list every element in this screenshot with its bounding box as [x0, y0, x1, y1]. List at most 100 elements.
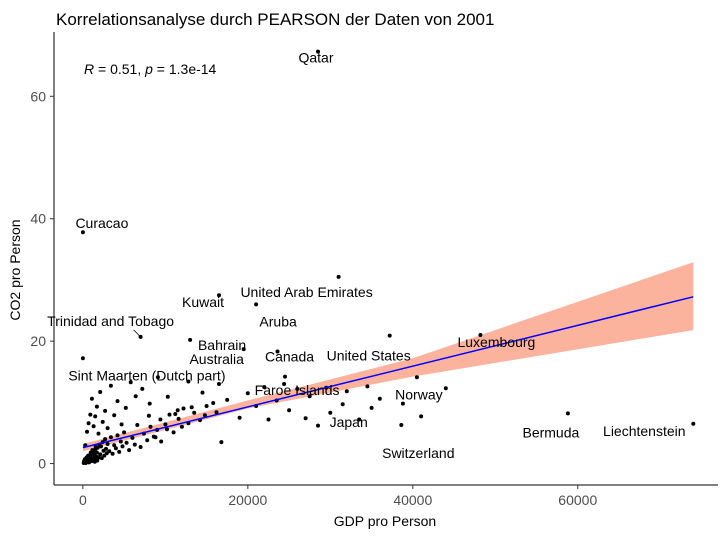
data-point — [112, 413, 117, 418]
confidence-band — [82, 262, 694, 452]
data-point — [275, 349, 280, 354]
data-point — [287, 408, 292, 413]
data-point — [138, 334, 143, 339]
data-point — [565, 411, 570, 416]
data-point — [94, 404, 99, 409]
data-point — [303, 416, 308, 421]
data-point — [211, 401, 216, 405]
point-label: Luxembourg — [457, 334, 535, 350]
data-point — [336, 274, 341, 279]
data-point — [165, 427, 169, 432]
data-point — [100, 419, 105, 424]
data-point — [414, 375, 419, 380]
data-point — [107, 449, 112, 454]
data-point — [118, 439, 123, 444]
data-point — [124, 440, 129, 445]
data-point — [202, 413, 207, 418]
point-label: Bahrain — [198, 337, 246, 353]
data-point — [127, 448, 132, 453]
data-point — [691, 421, 696, 426]
data-point — [171, 430, 176, 435]
regression-line-layer — [82, 296, 694, 449]
plot-area — [54, 32, 718, 485]
data-point — [146, 413, 151, 418]
data-point — [122, 430, 127, 435]
data-point — [328, 410, 333, 415]
data-point — [245, 391, 250, 396]
point-label: Canada — [265, 349, 314, 365]
point-label: Sint Maarten (Dutch part) — [68, 367, 225, 383]
data-point — [254, 302, 259, 307]
data-point — [175, 408, 180, 413]
data-point — [105, 426, 110, 431]
chart-title: Korrelationsanalyse durch PEARSON der Da… — [56, 10, 494, 29]
x-tick-label: 40000 — [393, 492, 432, 508]
data-point — [94, 450, 99, 455]
data-point — [158, 417, 163, 422]
data-point — [204, 404, 209, 408]
point-label: Bermuda — [522, 424, 579, 440]
points-layer — [80, 49, 696, 465]
data-point — [85, 429, 89, 434]
data-point — [86, 421, 91, 426]
data-point — [219, 440, 224, 445]
data-point — [128, 380, 133, 385]
data-point — [200, 390, 205, 395]
data-point — [104, 446, 108, 451]
data-point — [94, 454, 99, 459]
data-point — [214, 410, 219, 415]
data-point — [89, 396, 94, 401]
data-point — [283, 374, 287, 379]
label-leader-line — [133, 329, 140, 337]
data-point — [179, 424, 184, 429]
data-point — [120, 444, 125, 449]
data-point — [181, 406, 186, 411]
data-point — [93, 414, 98, 419]
data-point — [86, 453, 91, 458]
data-point — [365, 384, 370, 389]
correlation-annotation-part: R — [84, 61, 94, 77]
x-tick-label: 0 — [79, 492, 87, 508]
data-point — [192, 410, 197, 415]
data-point — [110, 451, 115, 456]
data-point — [148, 424, 153, 429]
plot-background — [54, 32, 718, 485]
data-point — [92, 452, 96, 457]
data-point — [115, 433, 120, 438]
data-point — [282, 382, 287, 386]
data-point — [387, 333, 392, 338]
point-label: Switzerland — [382, 445, 454, 461]
data-point — [91, 456, 96, 461]
point-labels-layer: Qatar Curacao United Arab Emirates Kuwait Ar… — [47, 50, 685, 461]
data-point — [105, 442, 110, 446]
data-point — [443, 386, 448, 391]
data-point — [344, 389, 349, 394]
data-point — [399, 423, 404, 427]
y-tick-label: 0 — [38, 456, 46, 472]
data-point — [159, 439, 164, 444]
point-label: Liechtenstein — [603, 423, 686, 439]
y-tick-label: 40 — [30, 211, 46, 227]
data-point — [117, 449, 122, 454]
data-point — [90, 448, 95, 453]
data-point — [176, 416, 181, 421]
data-point — [173, 412, 178, 416]
confidence-band-layer — [82, 262, 694, 452]
data-point — [98, 452, 103, 457]
point-label: Curacao — [75, 215, 128, 231]
correlation-annotation-part: = 0.51, — [94, 61, 145, 77]
data-point — [93, 445, 98, 449]
data-point — [369, 405, 374, 410]
point-label: Trinidad and Tobago — [47, 313, 174, 329]
data-point — [112, 443, 117, 448]
data-point — [165, 394, 170, 399]
data-point — [186, 379, 191, 384]
data-point — [241, 347, 246, 352]
x-tick-label: 20000 — [228, 492, 267, 508]
data-point — [133, 394, 138, 399]
correlation-annotation-part: = 1.3e-14 — [153, 61, 217, 77]
data-point — [140, 386, 145, 391]
data-point — [307, 394, 312, 399]
data-point — [99, 456, 104, 461]
